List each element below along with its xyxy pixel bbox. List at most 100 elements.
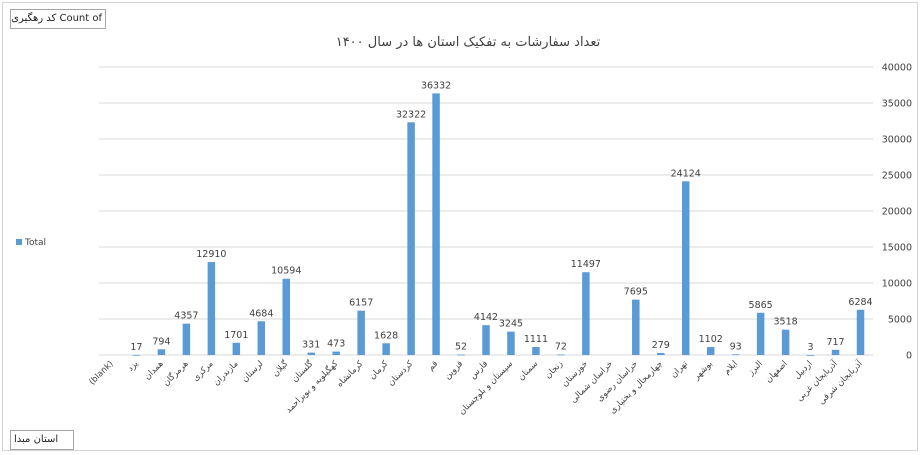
category-label: کردستان	[386, 358, 416, 388]
data-label: 3518	[774, 317, 798, 328]
bar	[382, 343, 390, 355]
data-label: 17	[130, 342, 142, 353]
legend-label: Total	[24, 238, 46, 248]
bar	[332, 351, 340, 355]
bar	[157, 349, 166, 355]
y-tick-label: 0	[906, 351, 912, 362]
bar	[407, 122, 415, 355]
bar	[756, 312, 765, 355]
legend-swatch	[16, 239, 22, 245]
bar	[632, 299, 640, 355]
data-label: 7695	[624, 287, 648, 298]
bar	[532, 347, 540, 355]
category-label: ایلام	[722, 359, 740, 377]
y-tick-label: 5000	[888, 315, 912, 326]
y-tick-label: 15000	[882, 243, 912, 254]
axis-field-button[interactable]: استان مبدا	[10, 430, 74, 450]
bar	[232, 342, 241, 355]
bar	[781, 329, 790, 355]
data-label: 4142	[474, 312, 498, 323]
data-label: 3245	[499, 319, 523, 330]
data-label: 93	[730, 341, 742, 352]
gridlines	[99, 66, 873, 356]
y-tick-label: 40000	[882, 63, 912, 74]
bar	[582, 272, 590, 355]
bar	[856, 309, 865, 355]
category-label: مازندران	[212, 359, 241, 388]
data-label: 4684	[249, 308, 273, 319]
category-label: قزوین	[443, 359, 465, 381]
category-label: سمنان	[516, 359, 540, 383]
data-label: 12910	[196, 249, 226, 260]
bar	[457, 354, 465, 356]
bar	[207, 262, 216, 355]
category-label: کرمان	[368, 358, 391, 381]
data-label: 4357	[174, 311, 198, 322]
data-label: 1102	[699, 334, 723, 345]
y-axis-ticks: 0 5000 10000 15000 20000 25000 30000 35000 40000	[882, 63, 912, 362]
data-label: 72	[555, 341, 567, 352]
category-label: لرستان	[240, 359, 265, 384]
data-label: 717	[826, 337, 844, 348]
bar	[432, 93, 440, 355]
category-label: فارس	[468, 359, 490, 381]
pivot-chart-area	[2, 2, 918, 451]
y-tick-label: 10000	[882, 279, 912, 290]
data-label: 1628	[374, 330, 398, 341]
category-label: همدان	[143, 359, 166, 382]
data-label: 794	[152, 336, 170, 347]
category-label: قم	[426, 359, 440, 373]
bars	[132, 93, 865, 356]
category-label: بوشهر	[691, 359, 715, 383]
bar	[831, 349, 840, 355]
data-label: 6284	[848, 297, 872, 308]
data-label: 24124	[671, 168, 701, 179]
chart-title: تعداد سفارشات به تفکیک استان ها در سال ۱…	[336, 35, 601, 50]
bar	[681, 181, 690, 355]
y-tick-label: 20000	[882, 207, 912, 218]
bar	[557, 354, 565, 356]
bar	[307, 352, 315, 355]
data-label: 52	[455, 342, 467, 353]
category-label: تهران	[669, 359, 690, 380]
data-label: 1111	[524, 334, 548, 345]
category-label: هرمزگان	[161, 358, 191, 388]
bar	[706, 347, 715, 355]
category-label: زنجان	[543, 359, 565, 381]
category-label: اردبیل	[792, 359, 814, 381]
data-label: 473	[327, 339, 345, 350]
bar	[282, 278, 291, 355]
data-label: 36332	[421, 80, 451, 91]
data-label: 32322	[396, 109, 426, 120]
y-tick-label: 25000	[882, 171, 912, 182]
y-tick-label: 30000	[882, 135, 912, 146]
data-label: 279	[652, 340, 670, 351]
bar	[806, 354, 815, 356]
bar	[507, 331, 515, 355]
bar	[257, 321, 266, 355]
bar	[482, 325, 490, 355]
bar	[357, 310, 365, 355]
category-label: اصفهان	[764, 359, 790, 385]
category-label: کرمانشاه	[335, 358, 366, 389]
category-label: گیلان	[270, 358, 291, 379]
data-label: 6157	[349, 298, 373, 309]
category-label: یزد	[126, 359, 141, 374]
category-label: البرز	[745, 359, 764, 378]
value-field-button[interactable]: Count of کد رهگیری	[10, 9, 106, 29]
data-label: 5865	[749, 300, 773, 311]
bar	[182, 323, 191, 355]
y-tick-label: 35000	[882, 99, 912, 110]
bar	[657, 352, 665, 355]
legend: Total	[16, 238, 46, 248]
data-label: 10594	[271, 266, 301, 277]
category-label: (blank)	[87, 359, 115, 387]
data-label: 331	[302, 340, 320, 351]
bar	[731, 354, 740, 356]
data-label: 3	[808, 342, 814, 353]
bar	[132, 354, 141, 356]
data-label: 1701	[224, 330, 248, 341]
